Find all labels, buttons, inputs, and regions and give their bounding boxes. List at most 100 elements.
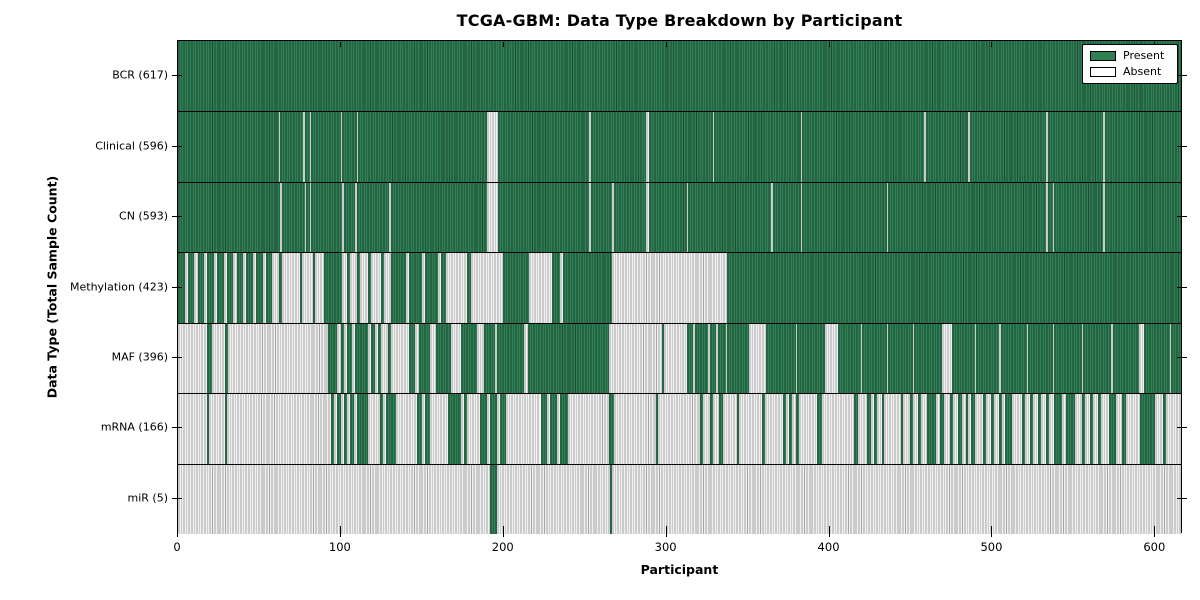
legend-item-present: Present xyxy=(1090,50,1170,62)
segment-absent xyxy=(1002,393,1006,464)
segment-present xyxy=(246,252,253,323)
segment-present xyxy=(1054,181,1103,253)
segment-absent xyxy=(613,393,656,464)
segment-absent xyxy=(1011,393,1022,464)
segment-present xyxy=(772,181,801,253)
segment-present xyxy=(971,393,975,464)
segment-present xyxy=(927,393,936,464)
segment-absent xyxy=(262,252,266,323)
segment-present xyxy=(178,41,1181,112)
segment-present xyxy=(719,393,723,464)
segment-present xyxy=(356,252,361,323)
segment-absent xyxy=(998,322,1001,394)
segment-present xyxy=(436,322,452,394)
segment-absent xyxy=(560,252,564,323)
row-separator xyxy=(178,322,1181,324)
segment-absent xyxy=(1046,111,1048,182)
y-tick xyxy=(1177,216,1187,218)
segment-present xyxy=(1037,393,1042,464)
segment-present xyxy=(914,322,943,394)
segment-present xyxy=(1098,393,1102,464)
segment-absent xyxy=(314,252,325,323)
segment-absent xyxy=(1085,393,1090,464)
segment-present xyxy=(795,393,799,464)
segment-absent xyxy=(524,322,528,394)
segment-present xyxy=(467,252,471,323)
segment-absent xyxy=(1166,393,1181,464)
segment-present xyxy=(950,393,954,464)
legend-label-present: Present xyxy=(1123,49,1165,62)
segment-absent xyxy=(272,252,279,323)
segment-absent xyxy=(646,111,650,182)
segment-absent xyxy=(368,393,380,464)
segment-present xyxy=(342,111,357,182)
segment-present xyxy=(881,393,884,464)
segment-absent xyxy=(381,322,388,394)
segment-absent xyxy=(1046,181,1048,253)
segment-absent xyxy=(657,393,700,464)
segment-present xyxy=(327,322,338,394)
segment-present xyxy=(464,393,468,464)
segment-present xyxy=(447,393,461,464)
segment-present xyxy=(802,181,887,253)
segment-present xyxy=(1104,181,1181,253)
segment-present xyxy=(699,393,704,464)
segment-present xyxy=(888,322,913,394)
segment-absent xyxy=(460,393,465,464)
y-tick-label-methylation: Methylation (423) xyxy=(70,280,168,293)
segment-present xyxy=(1083,322,1112,394)
segment-absent xyxy=(612,181,614,253)
segment-present xyxy=(207,322,213,394)
segment-present xyxy=(1046,393,1050,464)
segment-absent xyxy=(664,322,687,394)
segment-present xyxy=(1054,322,1082,394)
segment-present xyxy=(207,252,214,323)
legend: Present Absent xyxy=(1082,44,1178,84)
segment-present xyxy=(379,393,383,464)
segment-absent xyxy=(529,252,552,323)
segment-absent xyxy=(389,181,391,253)
x-tick xyxy=(339,41,341,47)
row-cn xyxy=(178,181,1181,253)
segment-present xyxy=(358,111,487,182)
segment-present xyxy=(766,322,796,394)
x-tick xyxy=(502,526,504,538)
segment-present xyxy=(217,252,224,323)
segment-present xyxy=(178,181,281,253)
segment-absent xyxy=(994,393,999,464)
y-tick-label-cn: CN (593) xyxy=(119,209,168,223)
segment-present xyxy=(498,111,590,182)
present-swatch-icon xyxy=(1090,51,1116,61)
segment-absent xyxy=(343,322,348,394)
segment-present xyxy=(311,181,343,253)
x-tick xyxy=(828,526,830,538)
segment-absent xyxy=(985,393,991,464)
segment-present xyxy=(649,181,687,253)
segment-absent xyxy=(707,322,710,394)
segment-present xyxy=(408,322,416,394)
segment-absent xyxy=(438,252,442,323)
plot-area xyxy=(177,40,1182,534)
row-separator xyxy=(178,252,1181,254)
segment-absent xyxy=(223,252,227,323)
x-tick-label: 0 xyxy=(173,540,181,554)
segment-present xyxy=(802,111,925,182)
segment-present xyxy=(727,322,749,394)
segment-absent xyxy=(942,322,952,394)
segment-present xyxy=(340,322,344,394)
segment-present xyxy=(976,322,999,394)
segment-absent xyxy=(486,181,499,253)
segment-present xyxy=(225,322,229,394)
segment-absent xyxy=(470,252,504,323)
segment-absent xyxy=(233,252,237,323)
segment-absent xyxy=(568,393,609,464)
segment-present xyxy=(1029,393,1034,464)
segment-present xyxy=(1122,393,1126,464)
segment-absent xyxy=(278,111,281,182)
segment-present xyxy=(761,393,765,464)
segment-present xyxy=(727,252,1181,323)
segment-absent xyxy=(912,322,915,394)
segment-absent xyxy=(467,393,481,464)
segment-absent xyxy=(974,393,983,464)
y-tick-label-clinical: Clinical (596) xyxy=(95,139,168,153)
